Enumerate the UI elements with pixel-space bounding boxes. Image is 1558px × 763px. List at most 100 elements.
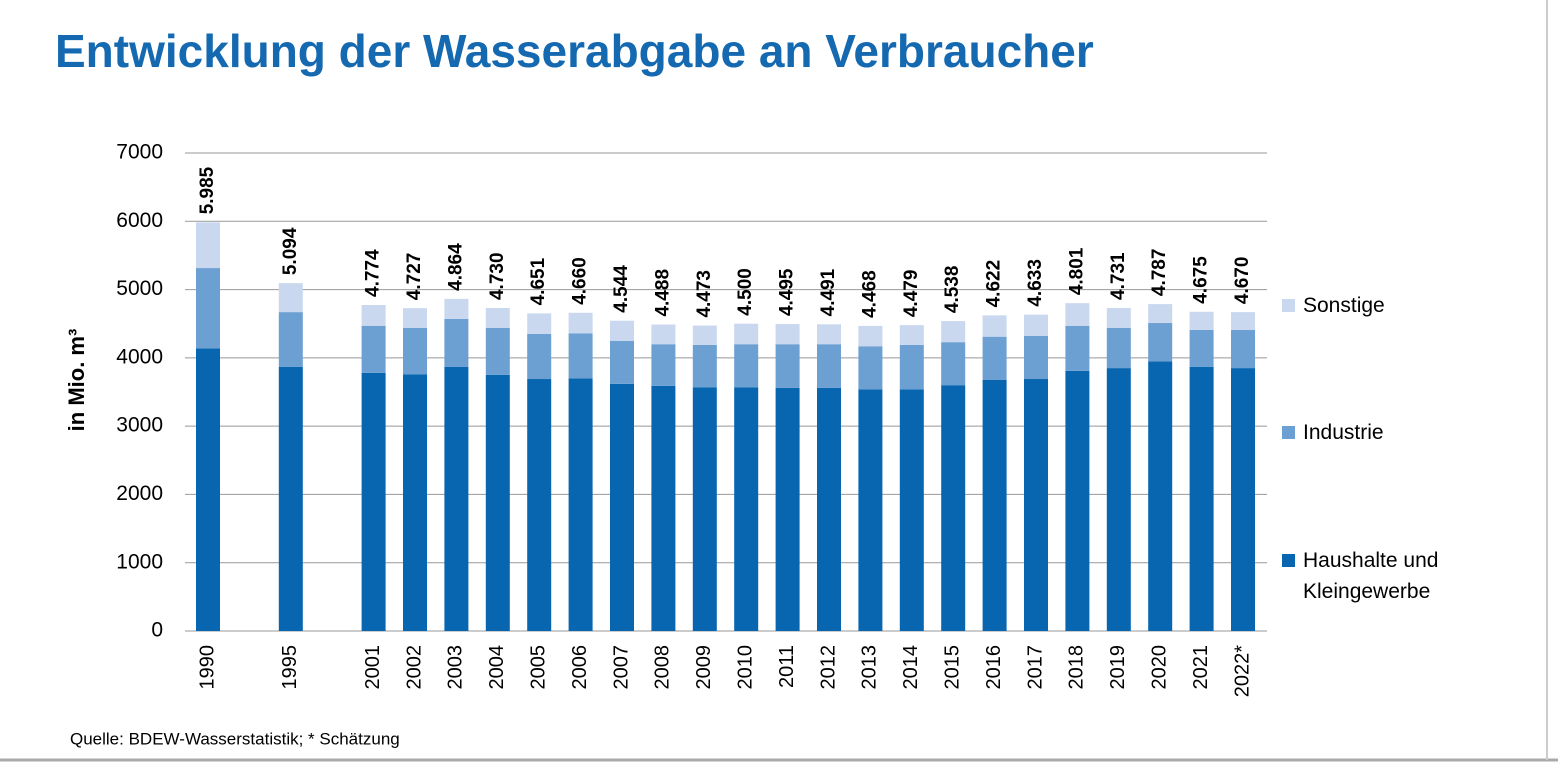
x-tick-label: 2005 <box>527 645 549 690</box>
total-label: 4.491 <box>818 268 839 316</box>
bar-segment <box>485 374 510 631</box>
total-label: 4.670 <box>1232 257 1253 305</box>
bar-segment <box>527 379 552 631</box>
total-label: 4.468 <box>859 270 880 318</box>
total-label: 4.473 <box>694 270 715 318</box>
total-label: 4.633 <box>1025 259 1046 307</box>
bar-segment <box>775 387 800 631</box>
bar-segment <box>1231 368 1255 631</box>
bar-segment <box>610 383 634 631</box>
bar-segment <box>982 379 1007 631</box>
bar-segment <box>196 222 220 269</box>
bar-segment <box>361 305 386 326</box>
bar-segment <box>1024 314 1048 337</box>
bar-segment <box>858 346 883 390</box>
bar-segment <box>651 324 676 345</box>
legend-swatch <box>1282 554 1295 567</box>
x-tick-label: 2002 <box>403 645 425 690</box>
bar-segment <box>1065 303 1090 326</box>
y-tick-label: 1000 <box>116 550 163 573</box>
bar-segment <box>1106 307 1131 328</box>
y-tick-label: 5000 <box>116 277 163 300</box>
bar-segment <box>403 374 427 631</box>
bar-segment <box>941 321 966 343</box>
legend-label: Industrie <box>1303 421 1384 444</box>
bar-segment <box>899 389 924 631</box>
total-label: 4.488 <box>652 269 673 317</box>
bar-segment <box>692 325 717 345</box>
total-label: 4.864 <box>445 243 466 291</box>
bar-segment <box>1231 312 1255 330</box>
bar-segment <box>1148 323 1173 362</box>
bar-segment <box>278 366 303 631</box>
chart-title: Entwicklung der Wasserabgabe an Verbrauc… <box>55 25 1094 77</box>
total-label: 5.094 <box>280 227 301 275</box>
x-tick-label: 2019 <box>1107 645 1129 690</box>
bar-segment <box>982 336 1007 380</box>
bar-segment <box>1024 336 1048 380</box>
bar-segment <box>817 324 841 345</box>
bar-segment <box>775 324 800 345</box>
x-tick-label: 2012 <box>817 645 839 690</box>
bar-segment <box>651 344 676 386</box>
x-tick-label: 2016 <box>983 645 1005 690</box>
total-label: 4.495 <box>777 268 798 316</box>
legend-label: Haushalte und Kleingewerbe <box>1303 549 1439 603</box>
total-label: 4.479 <box>901 270 922 318</box>
bar-segment <box>568 333 593 379</box>
bar-segment <box>1024 379 1048 631</box>
total-label: 4.544 <box>611 265 632 313</box>
total-label: 4.774 <box>363 249 384 297</box>
x-tick-label: 2018 <box>1066 645 1088 690</box>
bar-segment <box>361 372 386 631</box>
y-axis-label: in Mio. m³ <box>64 329 89 432</box>
bar-segment <box>817 387 841 631</box>
bar-segment <box>734 387 759 631</box>
bar-segment <box>610 320 634 341</box>
bar-segment <box>485 327 510 375</box>
x-tick-label: 2006 <box>569 645 591 690</box>
bar-segment <box>444 298 469 319</box>
x-tick-label: 2008 <box>652 645 674 690</box>
bar-segment <box>982 315 1007 337</box>
bar-segment <box>734 344 759 388</box>
bar-segment <box>775 344 800 388</box>
x-tick-label: 2001 <box>362 645 384 690</box>
bar-segment <box>278 283 303 313</box>
total-label: 4.727 <box>404 253 425 301</box>
bar-segment <box>1148 304 1173 324</box>
legend-swatch <box>1282 299 1295 312</box>
bar-segment <box>1189 329 1214 367</box>
bar-segment <box>899 344 924 390</box>
x-tick-label: 2013 <box>859 645 881 690</box>
x-tick-label: 2021 <box>1190 645 1212 690</box>
x-tick-label: 2014 <box>900 645 922 690</box>
bar-segment <box>196 348 220 631</box>
bar-segment <box>403 308 427 328</box>
bar-segment <box>941 342 966 386</box>
total-label: 4.787 <box>1149 249 1170 297</box>
bar-segment <box>1189 366 1214 631</box>
total-label: 4.801 <box>1066 247 1087 295</box>
bar-segment <box>527 313 552 334</box>
y-tick-label: 7000 <box>116 141 163 164</box>
x-tick-label: 2015 <box>941 645 963 690</box>
x-tick-label: 2003 <box>445 645 467 690</box>
bar-segment <box>1065 325 1090 371</box>
total-label: 4.500 <box>735 268 756 316</box>
bar-segment <box>568 312 593 334</box>
legend-item: Haushalte und Kleingewerbe <box>1282 545 1473 607</box>
bar-segment <box>651 385 676 631</box>
total-label: 4.731 <box>1108 252 1129 300</box>
x-tick-label: 2011 <box>776 645 798 688</box>
bar-segment <box>858 389 883 631</box>
x-tick-label: 2020 <box>1148 645 1170 690</box>
total-label: 4.660 <box>570 257 591 305</box>
bar-segment <box>1065 370 1090 631</box>
bar-segment <box>1106 368 1131 631</box>
total-label: 4.538 <box>942 266 963 314</box>
total-label: 4.730 <box>487 252 508 300</box>
bar-segment <box>1148 361 1173 631</box>
x-tick-label: 1995 <box>279 645 301 690</box>
